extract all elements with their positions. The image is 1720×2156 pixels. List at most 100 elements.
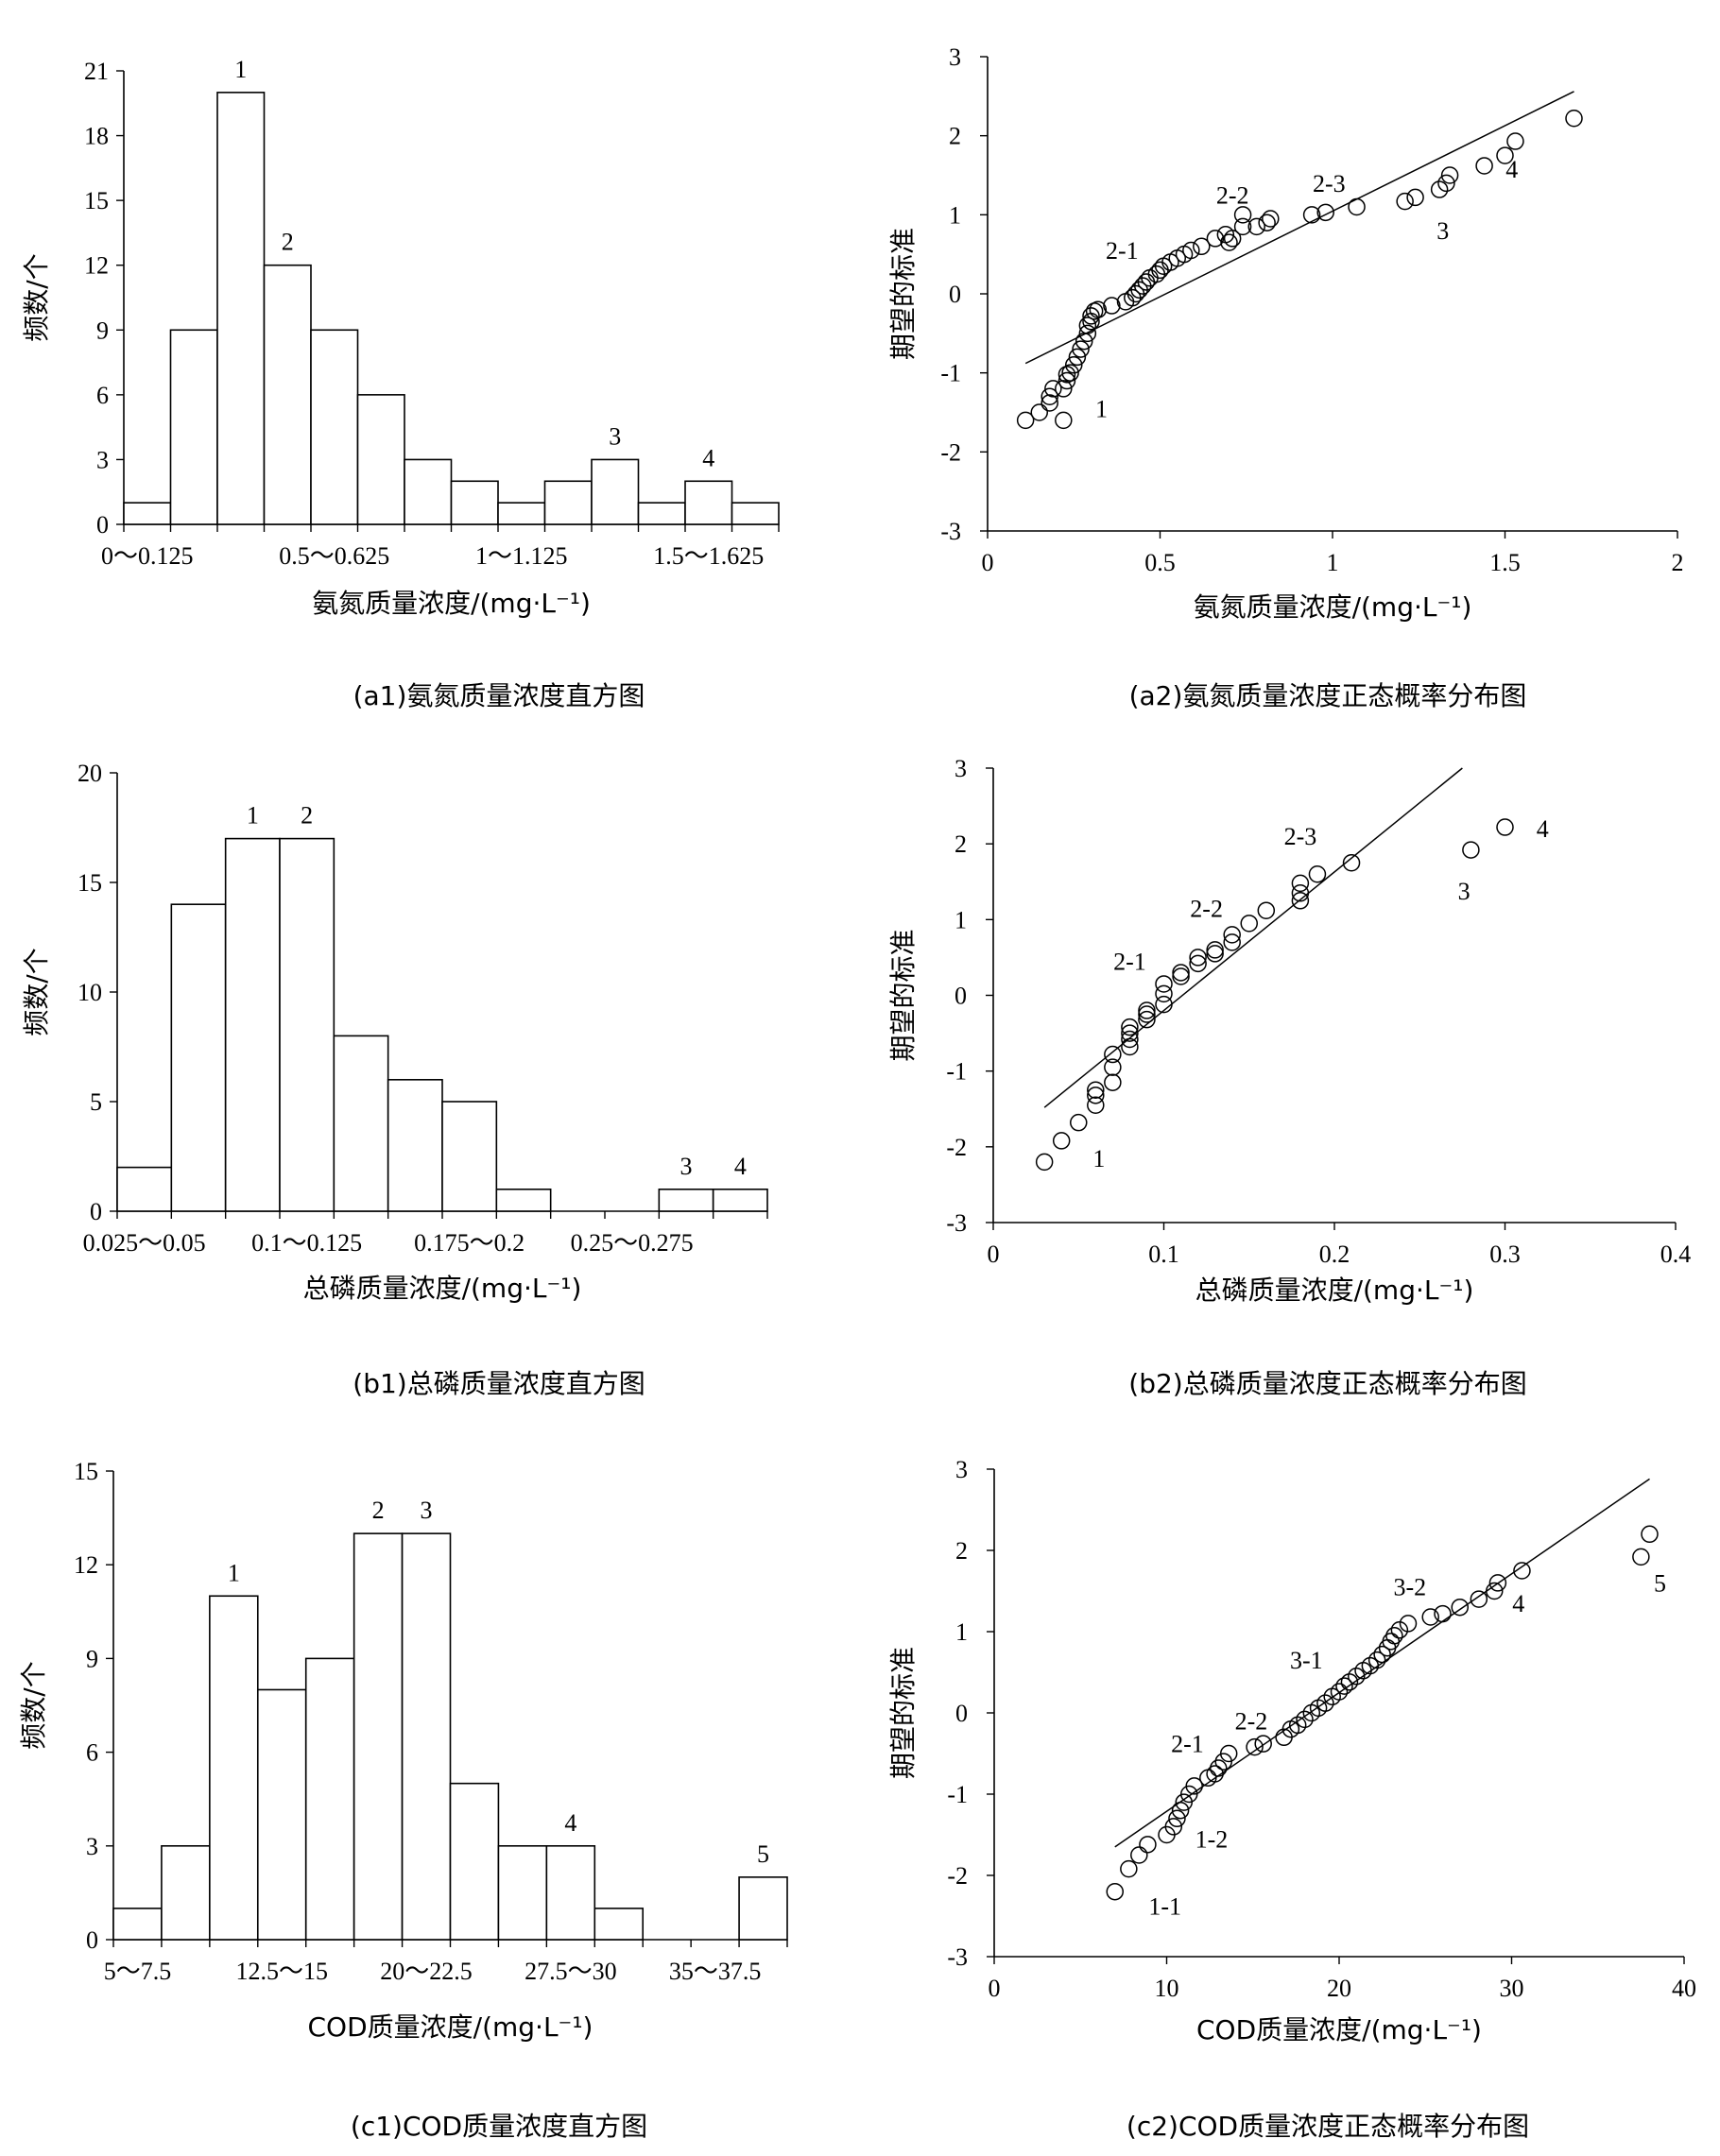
data-point (1335, 1677, 1353, 1695)
data-point (1430, 180, 1449, 198)
group-annotation: 1 (234, 56, 247, 83)
data-point (1078, 317, 1097, 334)
data-point (1104, 1073, 1122, 1091)
x-tick-label: 0.5～0.625 (279, 542, 389, 570)
y-tick-label: 0 (90, 1198, 102, 1225)
data-point (1085, 302, 1104, 320)
data-point (1041, 394, 1058, 412)
y-tick-label: -2 (940, 438, 961, 466)
data-point (1367, 1651, 1386, 1669)
y-tick-label: 5 (90, 1088, 102, 1116)
data-point (1233, 217, 1252, 236)
data-point (1247, 217, 1265, 236)
data-point (1565, 110, 1583, 128)
x-tick-label: 0～0.125 (101, 542, 194, 570)
bar (712, 1189, 768, 1212)
group-annotation: 2-1 (1106, 237, 1139, 265)
data-point (1451, 1598, 1469, 1617)
data-point (1308, 864, 1327, 883)
x-tick-label: 0.3 (1489, 1241, 1521, 1268)
data-point (1065, 356, 1083, 374)
bar (450, 480, 499, 525)
y-tick-label: 1 (955, 1618, 968, 1646)
x-tick-label: 0 (989, 1975, 1001, 2002)
y-tick-label: 2 (955, 830, 967, 858)
group-annotation: 3 (609, 422, 621, 450)
data-point (1632, 1548, 1650, 1566)
bar (387, 1079, 443, 1212)
bar (356, 394, 405, 525)
group-annotation: 4 (702, 444, 714, 471)
y-tick-label: 0 (86, 1926, 98, 1954)
y-tick-label: 3 (955, 755, 967, 782)
data-point (1193, 237, 1211, 256)
y-tick-label: 3 (949, 43, 961, 71)
data-point (1155, 995, 1173, 1014)
data-point (1506, 132, 1524, 150)
y-tick-label: 3 (955, 1456, 968, 1483)
bar (161, 1845, 211, 1941)
y-tick-label: -3 (947, 1943, 968, 1971)
x-tick-label: 0.175～0.2 (414, 1229, 525, 1257)
bar (310, 329, 359, 525)
x-tick-label: 27.5～30 (525, 1958, 617, 1985)
x-tick-label: 0.2 (1319, 1241, 1350, 1268)
data-point (1488, 1574, 1507, 1592)
y-axis-label: 频数/个 (18, 1661, 49, 1749)
data-point (1138, 1005, 1156, 1023)
data-point (1462, 841, 1480, 859)
data-point (1220, 233, 1238, 251)
data-point (1390, 1621, 1409, 1639)
group-annotation: 2-2 (1190, 895, 1223, 922)
chart-c2: 期望的标准 COD质量浓度/(mg·L⁻¹) (c2)COD质量浓度正态概率分布图 -… (887, 1456, 1696, 2142)
y-tick-label: 0 (949, 281, 961, 308)
data-point (1138, 1001, 1156, 1019)
data-point (1189, 954, 1207, 973)
y-axis-label: 频数/个 (21, 948, 52, 1035)
bar (112, 1908, 163, 1941)
data-point (1206, 1765, 1224, 1783)
data-point (1078, 324, 1097, 343)
data-point (1172, 967, 1190, 985)
bar (304, 1657, 355, 1941)
data-point (1434, 1604, 1452, 1623)
y-tick-label: 0 (96, 511, 109, 539)
data-point (1470, 1590, 1488, 1608)
data-point (1052, 1132, 1071, 1150)
data-point (1089, 300, 1108, 318)
bar (209, 1595, 259, 1941)
data-point (1348, 1668, 1366, 1685)
bar (449, 1782, 500, 1941)
x-tick-label: 0 (988, 1241, 1000, 1268)
group-annotation: 4 (564, 1809, 576, 1837)
x-tick-label: 35～37.5 (669, 1958, 762, 1985)
x-tick-label: 30 (1500, 1975, 1524, 2002)
y-tick-label: 9 (86, 1645, 98, 1672)
data-point (1016, 411, 1035, 430)
data-point (1087, 1087, 1105, 1104)
x-tick-label: 1～1.125 (475, 542, 568, 570)
data-point (1262, 210, 1280, 228)
data-point (1182, 241, 1200, 260)
data-point (1206, 230, 1225, 248)
x-tick-label: 0.25～0.275 (571, 1229, 694, 1257)
data-point (1396, 192, 1414, 211)
x-tick-label: 0 (982, 549, 994, 576)
group-annotation: 4 (1512, 1590, 1524, 1617)
y-tick-label: 21 (84, 58, 109, 85)
y-tick-label: 3 (86, 1833, 98, 1860)
x-tick-label: 0.1 (1148, 1241, 1179, 1268)
bar (256, 1688, 307, 1941)
data-point (1103, 297, 1121, 315)
data-point (1240, 915, 1258, 933)
group-annotation: 2-3 (1284, 823, 1317, 850)
x-tick-label: 2 (1672, 549, 1684, 576)
x-tick-label: 10 (1155, 1975, 1179, 2002)
data-point (1185, 1777, 1203, 1795)
group-annotation: 1-1 (1148, 1893, 1181, 1921)
figure-caption: (b1)总磷质量浓度直方图 (353, 1368, 645, 1399)
data-point (1121, 1037, 1139, 1056)
x-tick-label: 0.4 (1660, 1241, 1692, 1268)
